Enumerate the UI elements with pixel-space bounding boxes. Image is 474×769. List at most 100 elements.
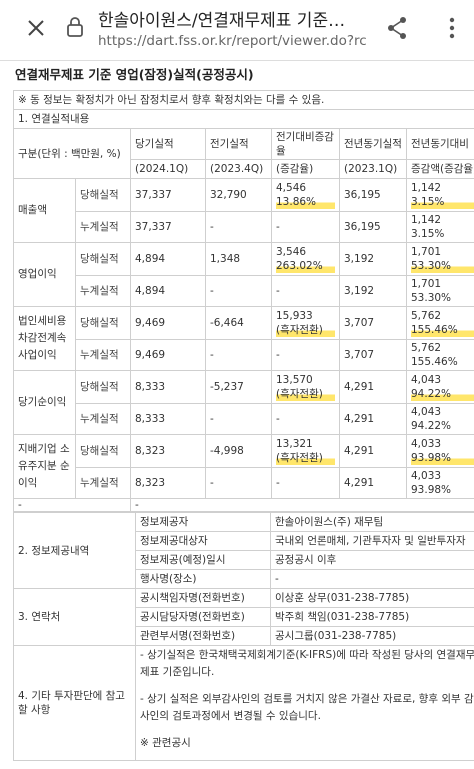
value-cell: - — [271, 339, 340, 371]
info-section-title: 3. 연락처 — [13, 588, 136, 646]
close-button[interactable] — [26, 18, 46, 38]
value-cell: 3,707 — [339, 306, 407, 340]
info-label: 공시책임자명(전화번호) — [135, 588, 271, 608]
value-line: 13,570 — [276, 374, 313, 386]
value-cell: 4,894 — [130, 242, 206, 276]
value-cell: 37,337 — [130, 211, 206, 243]
report: 연결재무제표 기준 영업(잠정)실적(공정공시) ※ 동 정보는 확정치가 아닌… — [12, 60, 474, 761]
value-cell: 3,192 — [339, 275, 407, 307]
value-cell: 1,142 3.15% — [405, 211, 474, 243]
value-cell: 4,546 13.86% — [271, 178, 340, 212]
row-kind: 당해실적 — [75, 242, 131, 276]
value-cell: 1,142 3.15% — [405, 178, 474, 212]
data-row: 누계실적 37,337- -36,195 1,142 3.15% — [14, 211, 474, 243]
value-cell: 4,291 — [339, 403, 407, 435]
value-cell: 4,291 — [339, 370, 407, 404]
value-cell: 3,546 263.02% — [271, 242, 340, 276]
row-kind: 누계실적 — [75, 339, 131, 371]
data-row: 영업이익 당해실적 4,894 1,348 3,546 263.02% 3,192 1,701… — [13, 242, 474, 307]
section-title-row: 1. 연결실적내용 — [12, 109, 474, 129]
info-row: 공시담당자명(전화번호) 박주희 책임(031-238-7785) — [14, 607, 474, 627]
value-cell: 15,933 (흑자전환) — [271, 306, 340, 340]
value-cell: -5,237 — [205, 370, 272, 404]
info-value: - — [270, 569, 474, 589]
value-cell: 1,701 53.30% — [405, 242, 474, 276]
value-line: 94.22% — [411, 420, 452, 432]
data-row: 당기순이익 당해실적 8,333 -5,237 13,570 (흑자전환) 4,291 4,0… — [13, 370, 474, 435]
data-row: 지배기업 소유주지분 순이익 당해실적 8,323 -4,998 13,321 (흑자전환… — [13, 434, 474, 499]
note-paragraph: - 상기실적은 한국채택국제회계기준(K-IFRS)에 따라 작성된 당사의 연… — [140, 649, 474, 678]
value-cell: 1,348 — [205, 242, 272, 276]
data-row: 누계실적 9,469- -3,707 5,762 155.46% — [14, 339, 474, 371]
info-table: 2. 정보제공내역 정보제공자 한솔아이원스(주) 재무팀 정보제공대상자 국내외 언론… — [13, 512, 474, 761]
data-row: 누계실적 4,894- -3,192 1,701 53.30% — [14, 275, 474, 307]
info-value: 공시그룹(031-238-7785) — [270, 626, 474, 646]
info-row: 4. 기타 투자판단에 참고할 사항 - 상기실적은 한국채택국제회계기준(K-I… — [13, 645, 474, 761]
info-value: 공정공시 이후 — [270, 550, 474, 570]
header-cell: 전년동기실적 — [339, 128, 407, 160]
value-cell: 36,195 — [339, 211, 407, 243]
value-cell: 32,790 — [205, 178, 272, 212]
value-cell: 4,894 — [130, 275, 206, 307]
results-table: ※ 동 정보는 확정치가 아닌 잠정치로서 향후 확정치와는 다를 수 있음. 1… — [12, 90, 474, 512]
value-line: 4,033 — [411, 438, 442, 450]
value-line: 155.46% — [411, 356, 458, 368]
page-title: 한솔아이원스/연결재무제표 기준… — [98, 11, 346, 31]
item-label: 법인세비용차감전계속사업이익 — [13, 306, 76, 371]
footer-cell: - — [129, 498, 474, 512]
info-label: 정보제공대상자 — [135, 531, 271, 551]
value-line: (흑자전환) — [276, 323, 335, 337]
value-cell: 5,762 155.46% — [405, 339, 474, 371]
header-cell: (2023.1Q) — [339, 159, 407, 179]
row-kind: 당해실적 — [75, 306, 131, 340]
info-value: 박주희 책임(031-238-7785) — [270, 607, 474, 627]
footer-row: -- — [13, 498, 474, 512]
value-cell: 1,701 53.30% — [405, 275, 474, 307]
row-kind: 당해실적 — [75, 370, 131, 404]
value-line: 53.30% — [411, 292, 452, 304]
info-label: 행사명(장소) — [135, 569, 271, 589]
info-section-title: 2. 정보제공내역 — [13, 512, 136, 589]
value-cell: 37,337 — [130, 178, 206, 212]
value-line: 93.98% — [411, 451, 474, 465]
header-row: 구분(단위 : 백만원, %) 당기실적 전기실적 전기대비증감율 전년동기실적 전년동기… — [13, 128, 474, 179]
notice: ※ 동 정보는 확정치가 아닌 잠정치로서 향후 확정치와는 다를 수 있음. — [12, 90, 474, 110]
value-cell: 8,333 — [130, 370, 206, 404]
value-line: 4,546 — [276, 182, 307, 194]
data-row: 누계실적 8,323- -4,291 4,033 93.98% — [14, 467, 474, 499]
page-url[interactable]: https://dart.fss.or.kr/report/viewer.do?… — [98, 33, 367, 49]
info-label: 정보제공자 — [135, 512, 271, 532]
value-cell: 13,321 (흑자전환) — [271, 434, 340, 468]
info-row: 3. 연락처 공시책임자명(전화번호) 이상훈 상무(031-238-7785) — [13, 588, 474, 646]
menu-button[interactable] — [448, 16, 456, 40]
value-cell: - — [205, 211, 272, 243]
value-cell: 4,043 94.22% — [405, 403, 474, 435]
value-cell: 4,043 94.22% — [405, 370, 474, 404]
info-section-title: 4. 기타 투자판단에 참고할 사항 — [13, 645, 136, 761]
data-row: 법인세비용차감전계속사업이익 당해실적 9,469 -6,464 15,933 (흑자전환… — [13, 306, 474, 371]
value-line: 53.30% — [411, 259, 474, 273]
data-row: 매출액 당해실적 37,337 32,790 4,546 13.86% 36,195 1,14… — [13, 178, 474, 243]
info-notes: - 상기실적은 한국채택국제회계기준(K-IFRS)에 따라 작성된 당사의 연… — [135, 645, 474, 761]
value-line: 4,043 — [411, 406, 442, 418]
row-kind: 누계실적 — [75, 211, 131, 243]
value-cell: 9,469 — [130, 306, 206, 340]
value-line: 1,142 — [411, 214, 442, 226]
value-line: 13.86% — [276, 195, 335, 209]
header-cell: 전기대비증감율 — [271, 128, 340, 160]
item-label: 영업이익 — [13, 242, 76, 307]
value-line: 3.15% — [411, 195, 474, 209]
value-cell: - — [205, 339, 272, 371]
item-label: 지배기업 소유주지분 순이익 — [13, 434, 76, 499]
share-button[interactable] — [386, 16, 408, 40]
value-line: 1,142 — [411, 182, 442, 194]
info-value: 한솔아이원스(주) 재무팀 — [270, 512, 474, 532]
row-kind: 누계실적 — [75, 403, 131, 435]
report-heading: 연결재무제표 기준 영업(잠정)실적(공정공시) — [15, 67, 254, 82]
browser-bar: 한솔아이원스/연결재무제표 기준… https://dart.fss.or.kr… — [0, 0, 474, 61]
header-row: (2024.1Q) (2023.4Q) (증감율) (2023.1Q) 증감액(증감율) — [14, 159, 474, 179]
header-cell: (증감율) — [271, 159, 340, 179]
item-label: 당기순이익 — [13, 370, 76, 435]
value-cell: 36,195 — [339, 178, 407, 212]
